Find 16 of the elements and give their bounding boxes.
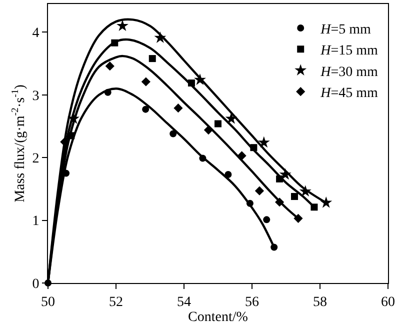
x-tick-label: 50	[41, 294, 55, 310]
legend-label: H=45 mm	[320, 86, 378, 102]
y-tick-label: 1	[32, 214, 40, 230]
y-tick-label: 4	[32, 26, 40, 42]
x-tick-label: 52	[109, 294, 123, 310]
x-tick-label: 56	[245, 294, 259, 310]
legend-label: H=30 mm	[320, 64, 378, 80]
x-tick-label: 54	[177, 294, 191, 310]
x-tick-label: 58	[313, 294, 327, 310]
y-tick-label: 3	[32, 88, 40, 104]
x-axis-title: Content/%	[188, 310, 248, 325]
legend-label: H=5 mm	[320, 22, 372, 38]
y-tick-label: 2	[32, 152, 40, 167]
legend-label: H=15 mm	[320, 44, 378, 59]
x-tick-label: 60	[381, 294, 395, 310]
y-tick-label: 0	[32, 276, 40, 292]
